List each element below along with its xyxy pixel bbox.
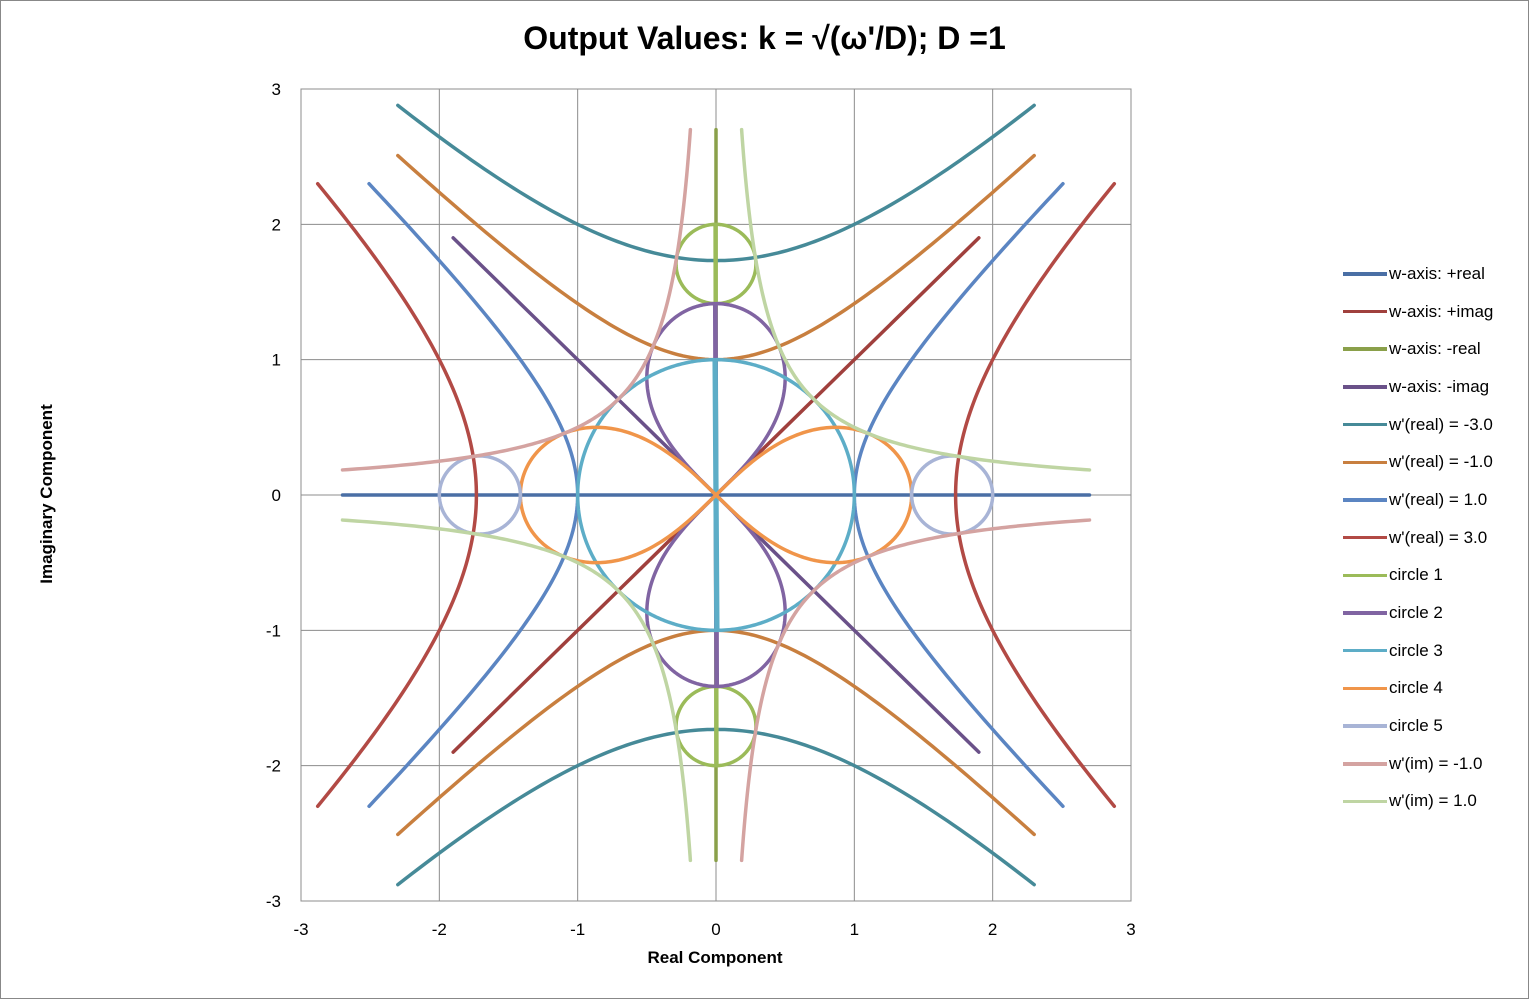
- legend-entry: w-axis: +imag: [1343, 293, 1523, 331]
- y-axis-label: Imaginary Component: [37, 404, 56, 584]
- legend-entry: w'(real) = -1.0: [1343, 443, 1523, 481]
- legend-swatch: [1343, 347, 1387, 351]
- y-tick-label: 0: [272, 486, 281, 505]
- x-tick-label: 3: [1126, 920, 1135, 939]
- x-tick-label: 0: [711, 920, 720, 939]
- legend-entry: circle 3: [1343, 632, 1523, 670]
- chart-title: Output Values: k = √(ω'/D); D =1: [523, 20, 1006, 56]
- y-tick-label: -3: [266, 892, 281, 911]
- series-line-12: [437, 454, 523, 536]
- legend-label: circle 2: [1389, 603, 1443, 623]
- legend-entry: w-axis: +real: [1343, 255, 1523, 293]
- series-line-7: [315, 181, 479, 809]
- legend-label: w-axis: -imag: [1389, 376, 1490, 396]
- legend-swatch: [1343, 385, 1387, 389]
- series-line-11: [518, 425, 718, 565]
- legend-entry: circle 1: [1343, 557, 1523, 595]
- y-tick-label: 2: [272, 215, 281, 234]
- legend-label: w-axis: +imag: [1389, 301, 1494, 321]
- legend-entry: circle 2: [1343, 594, 1523, 632]
- legend-entry: w'(im) = -1.0: [1343, 745, 1523, 783]
- y-tick-label: 3: [272, 80, 281, 99]
- series-line-14: [739, 127, 1092, 472]
- x-tick-label: -1: [570, 920, 585, 939]
- legend-label: circle 5: [1389, 716, 1443, 736]
- x-tick-label: 1: [850, 920, 859, 939]
- legend-swatch: [1343, 762, 1387, 766]
- legend-swatch: [1343, 611, 1387, 615]
- legend-label: w'(im) = 1.0: [1389, 791, 1477, 811]
- y-tick-label: -2: [266, 757, 281, 776]
- series-line-8: [674, 222, 718, 768]
- series-line-7: [953, 181, 1117, 809]
- series-line-13: [340, 127, 693, 472]
- legend-label: w-axis: -real: [1389, 339, 1481, 359]
- series-line-13: [739, 518, 1092, 863]
- legend-swatch: [1343, 272, 1387, 276]
- legend-label: circle 1: [1389, 565, 1443, 585]
- legend-entry: w'(real) = -3.0: [1343, 406, 1523, 444]
- legend-swatch: [1343, 460, 1387, 465]
- legend-swatch: [1343, 648, 1387, 653]
- x-axis-label: Real Component: [647, 948, 783, 967]
- legend-label: w'(real) = -3.0: [1389, 414, 1493, 434]
- legend-swatch: [1343, 573, 1387, 578]
- series-line-12: [909, 454, 995, 536]
- legend-label: w'(real) = -1.0: [1389, 452, 1493, 472]
- legend-swatch: [1343, 724, 1387, 728]
- legend-entry: w'(im) = 1.0: [1343, 783, 1523, 821]
- x-tick-label: 2: [988, 920, 997, 939]
- legend-swatch: [1343, 686, 1387, 691]
- x-tick-label: -3: [293, 920, 308, 939]
- legend-entry: circle 4: [1343, 670, 1523, 708]
- legend-label: w-axis: +real: [1389, 263, 1485, 283]
- legend-entry: circle 5: [1343, 707, 1523, 745]
- legend-label: w'(im) = -1.0: [1389, 753, 1483, 773]
- legend-entry: w'(real) = 1.0: [1343, 481, 1523, 519]
- y-tick-label: 1: [272, 351, 281, 370]
- legend-entry: w-axis: -real: [1343, 330, 1523, 368]
- legend-swatch: [1343, 535, 1387, 540]
- legend-entry: w'(real) = 3.0: [1343, 519, 1523, 557]
- legend-label: circle 4: [1389, 678, 1443, 698]
- legend-swatch: [1343, 422, 1387, 427]
- legend-swatch: [1343, 799, 1387, 804]
- legend-swatch: [1343, 498, 1387, 502]
- x-tick-label: -2: [432, 920, 447, 939]
- legend-label: w'(real) = 3.0: [1389, 527, 1488, 547]
- legend-swatch: [1343, 309, 1387, 314]
- series-line-14: [340, 518, 693, 863]
- legend-entry: w-axis: -imag: [1343, 368, 1523, 406]
- legend: w-axis: +real w-axis: +imag w-axis: -real w…: [1343, 255, 1523, 820]
- legend-label: w'(real) = 1.0: [1389, 489, 1488, 509]
- y-tick-label: -1: [266, 621, 281, 640]
- legend-label: circle 3: [1389, 640, 1443, 660]
